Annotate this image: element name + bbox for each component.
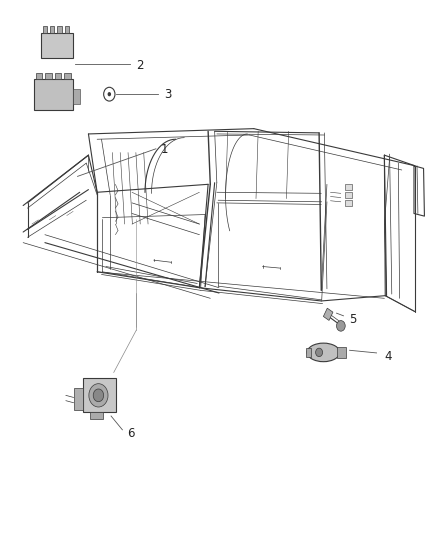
Circle shape [89,384,108,407]
Text: 2: 2 [136,59,144,71]
Bar [34,79,73,110]
Bar [345,200,352,206]
Circle shape [316,348,322,357]
Bar [83,378,116,413]
Text: 3: 3 [165,87,172,101]
Circle shape [336,320,345,331]
Text: 4: 4 [385,350,392,363]
Bar [306,348,311,357]
Bar [90,413,103,419]
Bar [41,33,73,58]
Bar [73,88,80,104]
Bar [345,192,352,198]
Bar [45,72,52,79]
Bar [50,26,54,33]
Bar [57,26,62,33]
Circle shape [104,87,115,101]
Text: 5: 5 [350,313,357,326]
Bar [42,26,47,33]
Bar [74,389,83,410]
Bar [345,184,352,190]
Ellipse shape [307,343,340,362]
Bar [55,72,61,79]
Circle shape [93,389,104,402]
Bar [323,308,333,320]
Bar [64,26,69,33]
Text: 1: 1 [160,143,168,156]
Text: 6: 6 [127,427,135,440]
Bar [336,347,346,358]
Bar [36,72,42,79]
Circle shape [108,92,111,96]
Bar [64,72,71,79]
